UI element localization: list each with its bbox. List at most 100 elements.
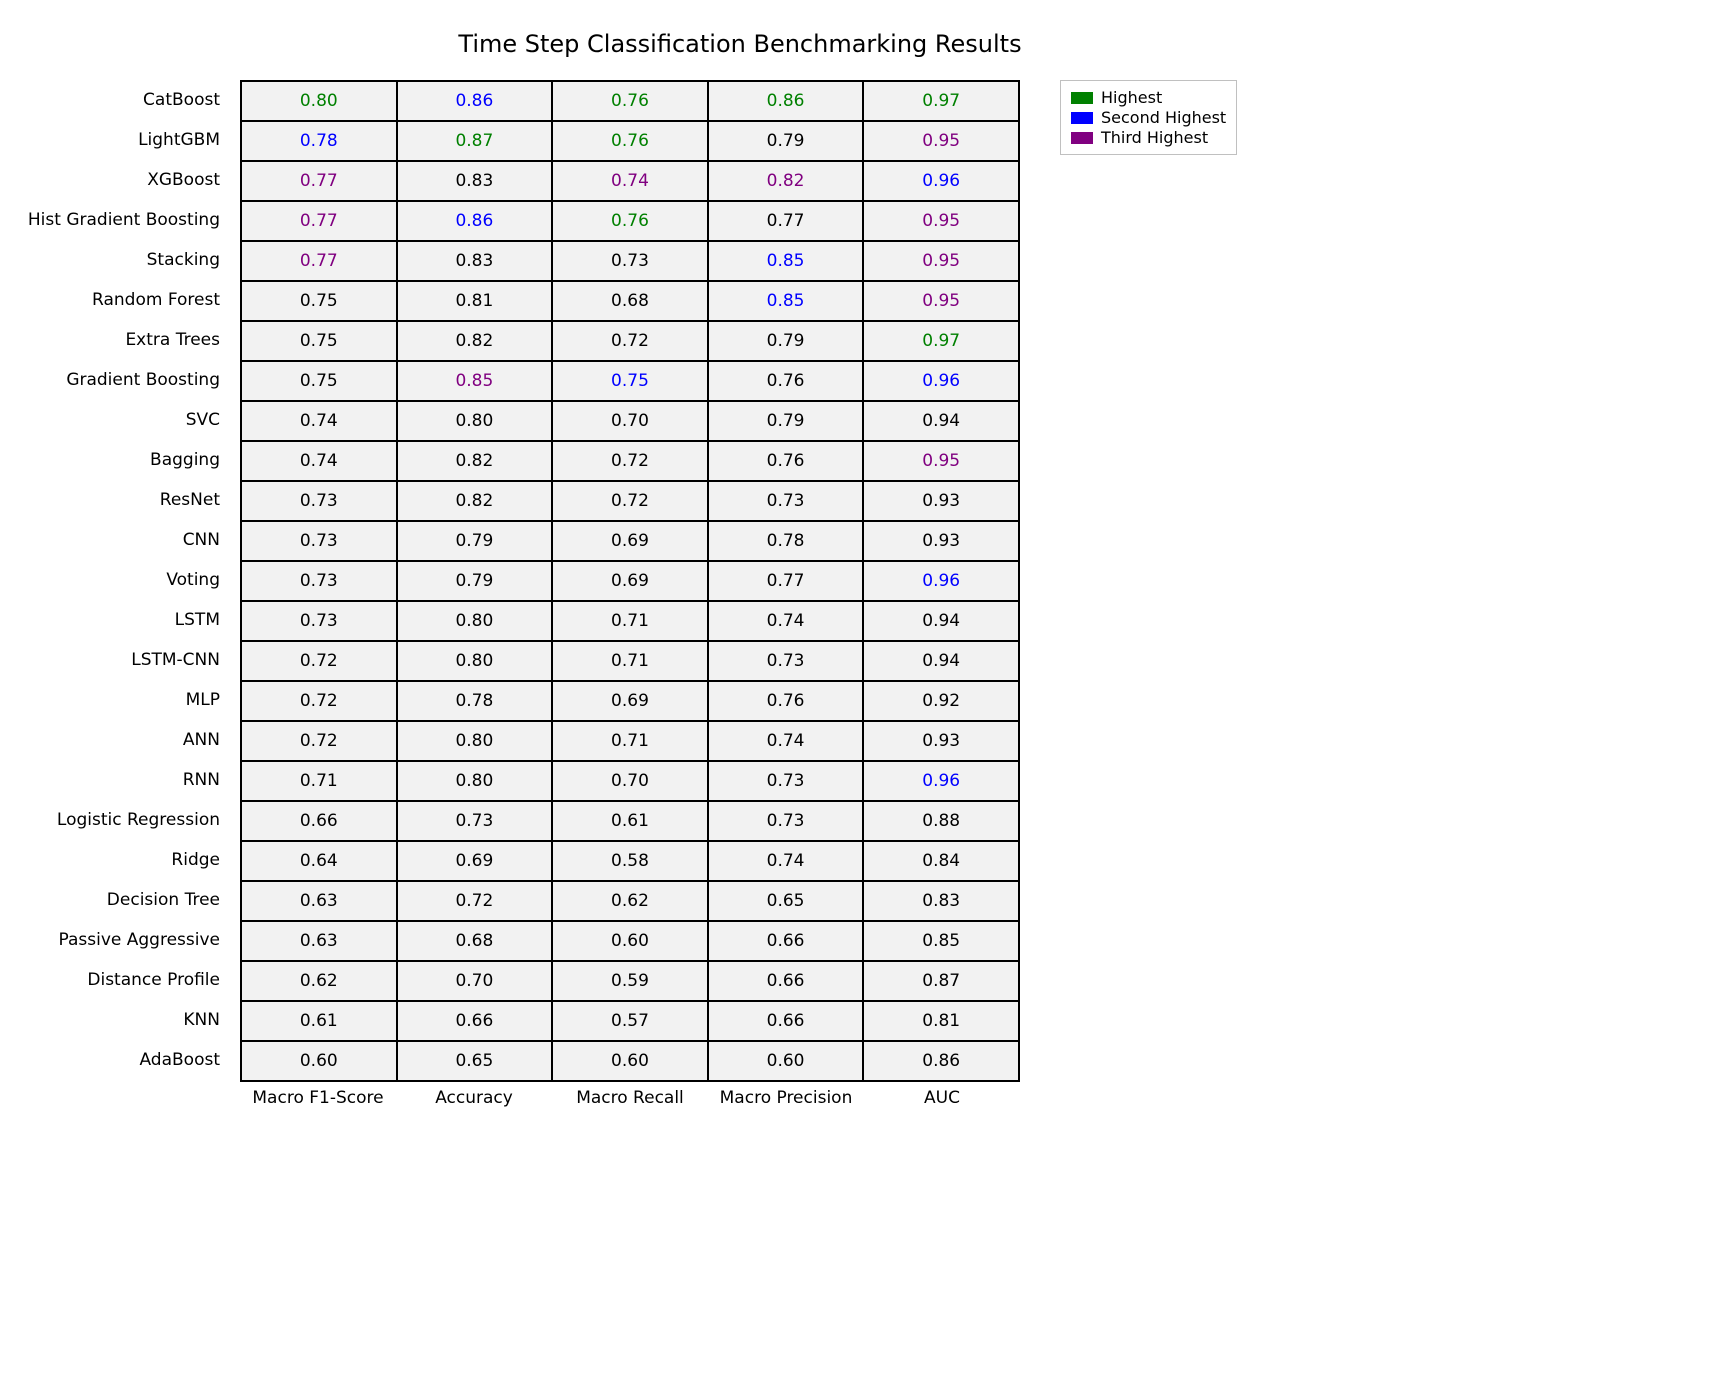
table-cell: 0.77 bbox=[241, 161, 397, 201]
table-cell: 0.80 bbox=[397, 641, 553, 681]
table-row: 0.710.800.700.730.96 bbox=[241, 761, 1019, 801]
table-cell: 0.60 bbox=[552, 921, 708, 961]
table-cell: 0.69 bbox=[552, 561, 708, 601]
table-cell: 0.78 bbox=[397, 681, 553, 721]
table-cell: 0.70 bbox=[397, 961, 553, 1001]
table-cell: 0.57 bbox=[552, 1001, 708, 1041]
table-row: 0.740.820.720.760.95 bbox=[241, 441, 1019, 481]
table-cell: 0.63 bbox=[241, 921, 397, 961]
table-cell: 0.72 bbox=[552, 321, 708, 361]
table-cell: 0.60 bbox=[708, 1041, 864, 1081]
table-cell: 0.93 bbox=[863, 721, 1019, 761]
table-cell: 0.75 bbox=[241, 321, 397, 361]
table-cell: 0.80 bbox=[397, 601, 553, 641]
table-cell: 0.73 bbox=[241, 481, 397, 521]
table-cell: 0.77 bbox=[241, 201, 397, 241]
table-cell: 0.76 bbox=[552, 121, 708, 161]
table-row: 0.750.850.750.760.96 bbox=[241, 361, 1019, 401]
table-row: 0.730.790.690.770.96 bbox=[241, 561, 1019, 601]
table-cell: 0.73 bbox=[708, 641, 864, 681]
row-label: Stacking bbox=[20, 240, 230, 280]
table-cell: 0.71 bbox=[552, 721, 708, 761]
table-cell: 0.86 bbox=[397, 81, 553, 121]
table-cell: 0.75 bbox=[241, 281, 397, 321]
table-row: 0.720.800.710.730.94 bbox=[241, 641, 1019, 681]
table-row: 0.640.690.580.740.84 bbox=[241, 841, 1019, 881]
table-cell: 0.87 bbox=[397, 121, 553, 161]
table-row: 0.720.780.690.760.92 bbox=[241, 681, 1019, 721]
table-cell: 0.80 bbox=[397, 721, 553, 761]
table-cell: 0.68 bbox=[552, 281, 708, 321]
table-cell: 0.73 bbox=[241, 521, 397, 561]
table-cell: 0.79 bbox=[708, 401, 864, 441]
table-row: 0.740.800.700.790.94 bbox=[241, 401, 1019, 441]
row-label: ResNet bbox=[20, 480, 230, 520]
table-cell: 0.97 bbox=[863, 321, 1019, 361]
row-label: CatBoost bbox=[20, 80, 230, 120]
table-cell: 0.81 bbox=[397, 281, 553, 321]
chart-container: Time Step Classification Benchmarking Re… bbox=[20, 20, 1717, 1359]
legend-swatch bbox=[1071, 112, 1093, 124]
table-cell: 0.72 bbox=[241, 681, 397, 721]
table-cell: 0.96 bbox=[863, 161, 1019, 201]
table-cell: 0.63 bbox=[241, 881, 397, 921]
row-label: XGBoost bbox=[20, 160, 230, 200]
column-label: Macro Precision bbox=[708, 1082, 864, 1108]
table-cell: 0.58 bbox=[552, 841, 708, 881]
table-cell: 0.72 bbox=[241, 721, 397, 761]
table-cell: 0.86 bbox=[863, 1041, 1019, 1081]
column-label: Accuracy bbox=[396, 1082, 552, 1108]
table-row: 0.730.800.710.740.94 bbox=[241, 601, 1019, 641]
row-label: Ridge bbox=[20, 840, 230, 880]
table-cell: 0.66 bbox=[397, 1001, 553, 1041]
table-cell: 0.93 bbox=[863, 521, 1019, 561]
column-label: Macro Recall bbox=[552, 1082, 708, 1108]
table-row: 0.750.810.680.850.95 bbox=[241, 281, 1019, 321]
row-label: Gradient Boosting bbox=[20, 360, 230, 400]
table-cell: 0.85 bbox=[397, 361, 553, 401]
table-cell: 0.73 bbox=[708, 761, 864, 801]
row-labels: CatBoostLightGBMXGBoostHist Gradient Boo… bbox=[20, 80, 230, 1080]
legend-swatch bbox=[1071, 132, 1093, 144]
table-cell: 0.96 bbox=[863, 561, 1019, 601]
table-cell: 0.86 bbox=[397, 201, 553, 241]
row-label: MLP bbox=[20, 680, 230, 720]
table-cell: 0.71 bbox=[241, 761, 397, 801]
table-cell: 0.70 bbox=[552, 401, 708, 441]
table-row: 0.780.870.760.790.95 bbox=[241, 121, 1019, 161]
table-cell: 0.83 bbox=[397, 241, 553, 281]
table-cell: 0.79 bbox=[397, 521, 553, 561]
table-cell: 0.85 bbox=[708, 281, 864, 321]
table-row: 0.600.650.600.600.86 bbox=[241, 1041, 1019, 1081]
table-cell: 0.62 bbox=[552, 881, 708, 921]
table-cell: 0.72 bbox=[397, 881, 553, 921]
row-label: AdaBoost bbox=[20, 1040, 230, 1080]
table-cell: 0.73 bbox=[397, 801, 553, 841]
table-cell: 0.83 bbox=[397, 161, 553, 201]
table-cell: 0.77 bbox=[241, 241, 397, 281]
table-row: 0.610.660.570.660.81 bbox=[241, 1001, 1019, 1041]
table-row: 0.720.800.710.740.93 bbox=[241, 721, 1019, 761]
table-cell: 0.66 bbox=[708, 961, 864, 1001]
table-row: 0.770.830.740.820.96 bbox=[241, 161, 1019, 201]
legend-item: Third Highest bbox=[1071, 128, 1226, 147]
table-cell: 0.61 bbox=[552, 801, 708, 841]
table-cell: 0.84 bbox=[863, 841, 1019, 881]
chart-title: Time Step Classification Benchmarking Re… bbox=[240, 30, 1240, 58]
table-cell: 0.60 bbox=[552, 1041, 708, 1081]
table-cell: 0.95 bbox=[863, 241, 1019, 281]
benchmark-table: 0.800.860.760.860.970.780.870.760.790.95… bbox=[240, 80, 1020, 1082]
table-cell: 0.74 bbox=[708, 601, 864, 641]
table-cell: 0.92 bbox=[863, 681, 1019, 721]
table-cell: 0.76 bbox=[708, 681, 864, 721]
table-cell: 0.71 bbox=[552, 601, 708, 641]
table-cell: 0.65 bbox=[397, 1041, 553, 1081]
table-cell: 0.85 bbox=[708, 241, 864, 281]
table-cell: 0.77 bbox=[708, 201, 864, 241]
table-cell: 0.76 bbox=[708, 361, 864, 401]
legend-swatch bbox=[1071, 92, 1093, 104]
table-cell: 0.62 bbox=[241, 961, 397, 1001]
table-cell: 0.72 bbox=[241, 641, 397, 681]
table-cell: 0.74 bbox=[552, 161, 708, 201]
table-cell: 0.96 bbox=[863, 761, 1019, 801]
